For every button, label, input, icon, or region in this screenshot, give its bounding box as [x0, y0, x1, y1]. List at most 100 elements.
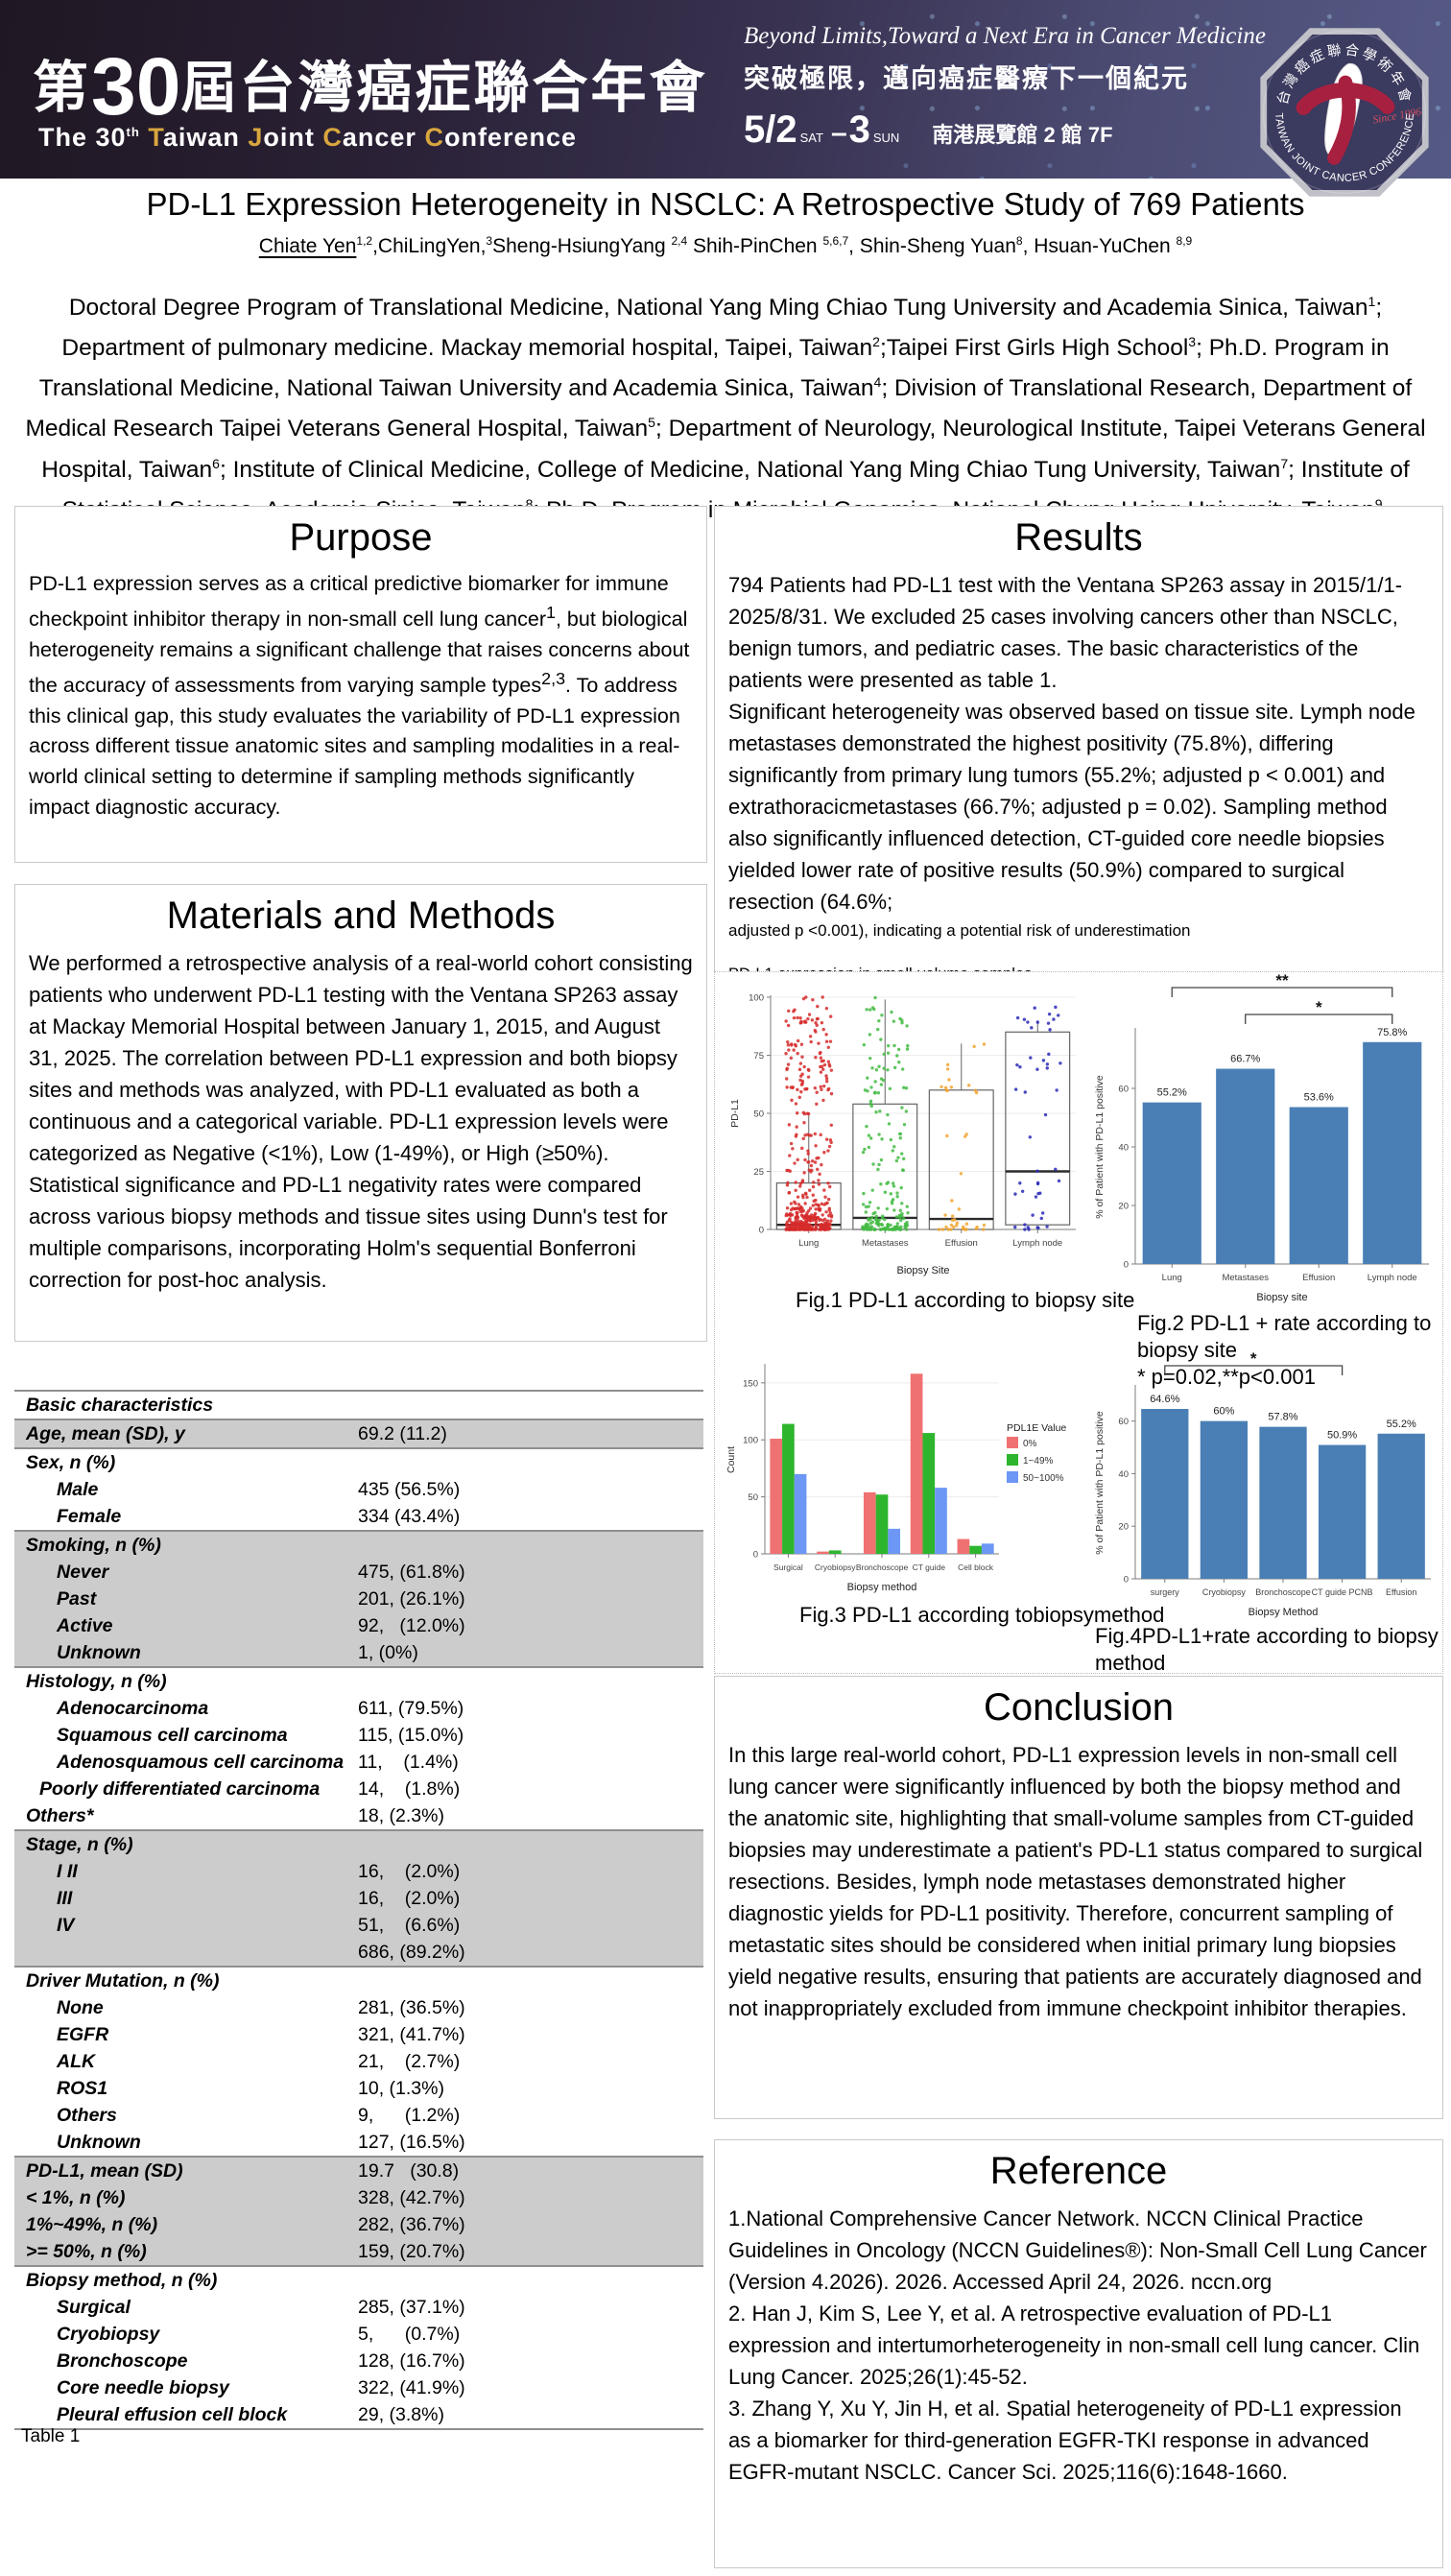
- fig1-caption: Fig.1 PD-L1 according to biopsy site: [796, 1288, 1135, 1312]
- text-part: ; Ph.D. Program in Translational Medicin…: [38, 335, 1390, 402]
- svg-text:75.8%: 75.8%: [1377, 1027, 1407, 1038]
- svg-text:Surgical: Surgical: [773, 1562, 803, 1572]
- row-value: 435 (56.5%): [358, 1478, 461, 1500]
- title-letter: The 30: [38, 123, 127, 152]
- svg-text:50: 50: [753, 1109, 764, 1120]
- conference-banner: 第30屆台灣癌症聯合年會 The 30th Taiwan Joint Cance…: [0, 0, 1451, 179]
- table-row: ROS1 10, (1.3%): [14, 2075, 703, 2102]
- svg-text:surgery: surgery: [1151, 1587, 1180, 1597]
- methods-title: Materials and Methods: [166, 894, 556, 937]
- svg-text:55.2%: 55.2%: [1157, 1087, 1187, 1099]
- row-label: Adenosquamous cell carcinoma: [57, 1751, 345, 1773]
- table-row: Cryobiopsy 5, (0.7%): [14, 2321, 703, 2348]
- results-paragraph-2: Significant heterogeneity was observed b…: [728, 700, 1415, 914]
- svg-text:Lymph node: Lymph node: [1012, 1238, 1062, 1249]
- date-day2-tag: SUN: [872, 131, 900, 145]
- results-title: Results: [1014, 516, 1143, 559]
- superscript: 2,3: [541, 668, 566, 688]
- table-row: Surgical 285, (37.1%): [14, 2294, 703, 2321]
- superscript: 1: [545, 602, 556, 622]
- patient-characteristics-table: Basic characteristics Age, mean (SD), y 69…: [14, 1390, 703, 2430]
- svg-text:53.6%: 53.6%: [1304, 1092, 1334, 1104]
- table-row: Unknown 1, (0%): [14, 1639, 703, 1666]
- svg-text:40: 40: [1118, 1143, 1129, 1154]
- svg-text:50: 50: [748, 1492, 758, 1503]
- row-label: PD-L1, mean (SD): [26, 2159, 183, 2182]
- reference-title: Reference: [989, 2150, 1168, 2192]
- title-letter: C: [322, 123, 343, 152]
- row-label: None: [57, 1996, 104, 2018]
- svg-text:CT guide: CT guide: [913, 1562, 946, 1572]
- svg-text:Biopsy method: Biopsy method: [847, 1582, 917, 1593]
- svg-text:Effusion: Effusion: [1302, 1273, 1335, 1283]
- svg-text:*: *: [1250, 1352, 1257, 1368]
- row-value: 11, (1.4%): [358, 1751, 459, 1773]
- conclusion-title: Conclusion: [984, 1686, 1174, 1729]
- row-label: I II: [57, 1860, 78, 1882]
- row-label: Squamous cell carcinoma: [57, 1724, 288, 1746]
- row-value: 128, (16.7%): [358, 2349, 465, 2372]
- purpose-section: Purpose PD-L1 expression serves as a cri…: [14, 506, 707, 863]
- svg-text:1~49%: 1~49%: [1023, 1456, 1054, 1467]
- table-row: Past 201, (26.1%): [14, 1586, 703, 1612]
- text-part: Doctoral Degree Program of Translational…: [68, 295, 1368, 321]
- superscript: 5: [648, 415, 655, 431]
- tagline-en: Beyond Limits,Toward a Next Era in Cance…: [744, 23, 1266, 49]
- table-row: EGFR 321, (41.7%): [14, 2021, 703, 2048]
- row-label: Others*: [26, 1804, 94, 1826]
- row-label: Active: [57, 1614, 113, 1636]
- date-day2: 3: [848, 108, 870, 151]
- svg-text:Bronchoscope: Bronchoscope: [856, 1562, 909, 1572]
- conference-title-zh: 第30屆台灣癌症聯合年會: [33, 42, 707, 127]
- figures-panel: 0 25 50 75 100 Lung Metastases Effusion Lymph no…: [714, 971, 1443, 1702]
- row-value: 127, (16.5%): [358, 2131, 465, 2153]
- svg-text:Effusion: Effusion: [945, 1238, 978, 1249]
- row-value: 16, (2.0%): [358, 1860, 461, 1882]
- table-row: 1%~49%, n (%) 282, (36.7%): [14, 2211, 703, 2238]
- superscript: 8: [1015, 234, 1023, 248]
- text-part: , but biological heterogeneity remains a…: [29, 607, 690, 697]
- results-paragraph-1: 794 Patients had PD-L1 test with the Ven…: [728, 573, 1403, 692]
- row-value: 159, (20.7%): [358, 2240, 465, 2262]
- row-label: Pleural effusion cell block: [57, 2403, 288, 2425]
- event-date: 5/2 SAT – 3 SUN 南港展覽館 2 館 7F: [744, 108, 1266, 152]
- fig3-caption: Fig.3 PD-L1 according tobiopsymethod: [799, 1603, 1165, 1627]
- text-part: ; Department of Neurology, Neurological …: [41, 416, 1426, 483]
- table-row: Never 475, (61.8%): [14, 1559, 703, 1586]
- methods-body: We performed a retrospective analysis of…: [29, 951, 693, 1292]
- svg-text:55.2%: 55.2%: [1387, 1419, 1416, 1430]
- row-value: 322, (41.9%): [358, 2376, 465, 2398]
- svg-text:Effusion: Effusion: [1386, 1587, 1416, 1597]
- zh-prefix: 第: [33, 57, 92, 119]
- reference-item-3: 3. Zhang Y, Xu Y, Jin H, et al. Spatial …: [728, 2397, 1402, 2484]
- fig2-caption-line1: Fig.2 PD-L1 + rate according to biopsy s…: [1137, 1311, 1432, 1362]
- text-part: . To address this clinical gap, this stu…: [29, 673, 680, 819]
- text-part: ; Department of pulmonary medicine. Mack…: [61, 295, 1383, 362]
- title-letter: C: [424, 123, 444, 152]
- svg-text:*: *: [1316, 998, 1322, 1016]
- row-label: Male: [57, 1478, 99, 1500]
- svg-text:Lymph node: Lymph node: [1368, 1273, 1417, 1283]
- svg-text:0: 0: [753, 1550, 758, 1561]
- row-label: Bronchoscope: [57, 2349, 188, 2372]
- row-value: 51, (6.6%): [358, 1914, 461, 1936]
- conclusion-section: Conclusion In this large real-world coho…: [714, 1676, 1443, 2119]
- logo-ribbon-stem: [1327, 75, 1356, 165]
- row-label: Basic characteristics: [26, 1394, 214, 1416]
- table-row: Adenocarcinoma 611, (79.5%): [14, 1695, 703, 1722]
- table-row: Poorly differentiated carcinoma 14, (1.8%…: [14, 1776, 703, 1802]
- table-row: Age, mean (SD), y 69.2 (11.2): [14, 1419, 703, 1447]
- svg-text:40: 40: [1118, 1469, 1129, 1480]
- row-value: 69.2 (11.2): [358, 1422, 447, 1444]
- svg-text:Cryobiopsy: Cryobiopsy: [1202, 1587, 1247, 1597]
- page-title: PD-L1 Expression Heterogeneity in NSCLC:…: [146, 186, 1305, 222]
- superscript: 4: [873, 374, 882, 391]
- date-day1: 5/2: [744, 108, 797, 151]
- svg-text:150: 150: [743, 1378, 758, 1389]
- text-part: , Hsuan-YuChen: [1022, 235, 1177, 257]
- table-row: 686, (89.2%): [14, 1939, 703, 1966]
- row-value: 1, (0%): [358, 1641, 418, 1663]
- table-row: Squamous cell carcinoma 115, (15.0%): [14, 1722, 703, 1749]
- row-value: 9, (1.2%): [358, 2104, 461, 2126]
- text-part: Shih-PinChen: [687, 235, 823, 257]
